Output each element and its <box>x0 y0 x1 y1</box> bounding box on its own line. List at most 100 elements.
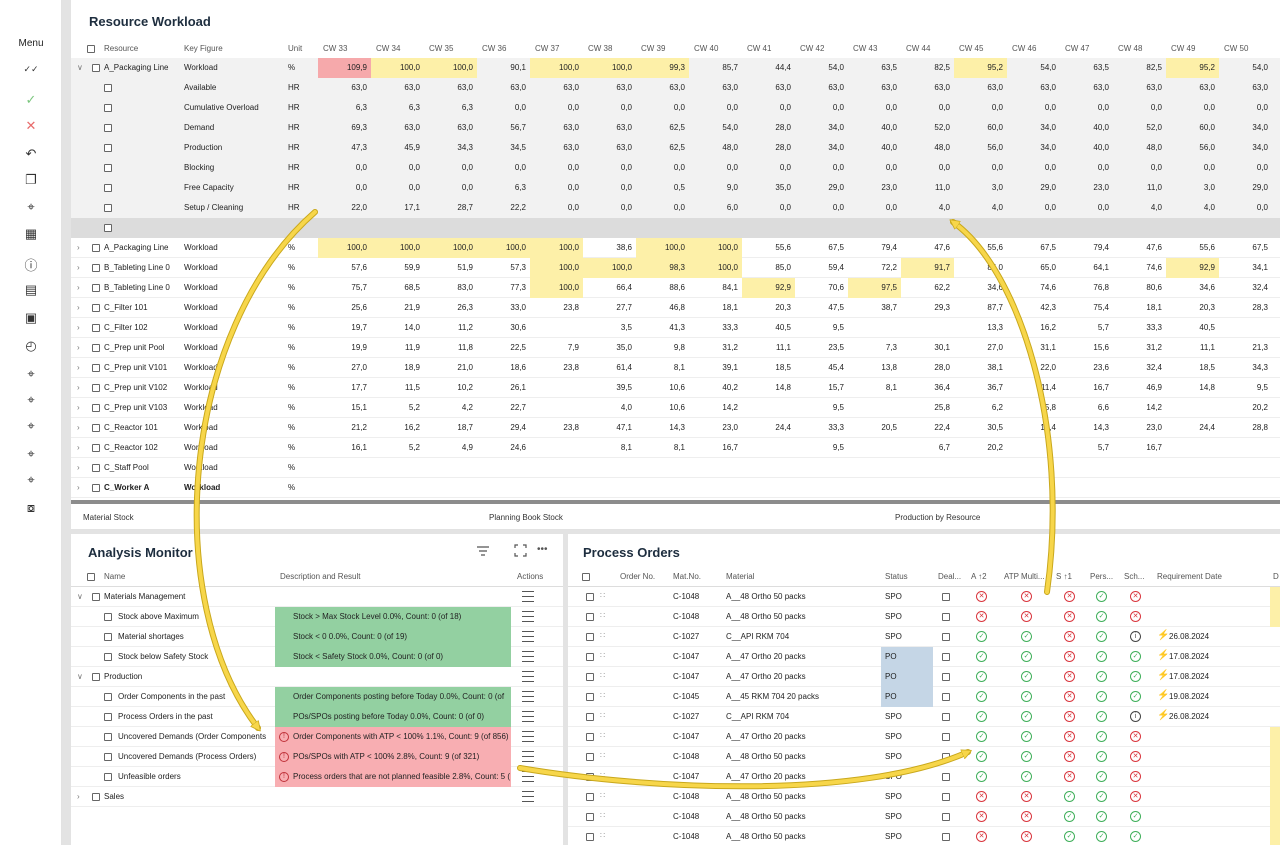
value-cell[interactable]: 63,0 <box>563 83 579 92</box>
value-cell[interactable]: 80,6 <box>1146 283 1162 292</box>
value-cell[interactable]: 4,9 <box>461 443 473 452</box>
value-cell[interactable]: 7,9 <box>567 343 579 352</box>
value-cell[interactable]: 46,8 <box>669 303 685 312</box>
value-cell[interactable]: 76,8 <box>1093 283 1109 292</box>
value-cell[interactable]: 40,0 <box>881 143 897 152</box>
value-cell[interactable]: 23,0 <box>1146 423 1162 432</box>
actions-menu-icon[interactable] <box>522 591 534 602</box>
value-cell[interactable]: 63,0 <box>1093 83 1109 92</box>
value-cell[interactable]: 24,6 <box>510 443 526 452</box>
value-cell[interactable]: 62,2 <box>934 283 950 292</box>
value-cell[interactable]: 6,3 <box>461 103 473 112</box>
value-cell[interactable]: 14,2 <box>1146 403 1162 412</box>
expand-chevron-icon[interactable]: › <box>77 463 80 472</box>
analysis-row[interactable]: › Sales <box>71 787 563 807</box>
analysis-row[interactable]: Order Components in the past Order Compon… <box>71 687 563 707</box>
drag-handle-icon[interactable]: ∷ <box>600 671 606 680</box>
value-cell[interactable]: 22,5 <box>510 343 526 352</box>
value-cell[interactable]: 18,6 <box>510 363 526 372</box>
value-cell[interactable]: 63,0 <box>722 83 738 92</box>
select-all-checkbox[interactable] <box>582 573 590 581</box>
value-cell[interactable]: 23,0 <box>881 183 897 192</box>
row-checkbox[interactable] <box>92 384 100 392</box>
value-cell[interactable]: 74,6 <box>1146 263 1162 272</box>
value-cell[interactable]: 23,6 <box>1093 363 1109 372</box>
row-checkbox[interactable] <box>586 813 594 821</box>
value-cell[interactable]: 28,3 <box>1252 303 1268 312</box>
value-cell[interactable]: 70,6 <box>828 283 844 292</box>
more-options-icon[interactable]: ••• <box>537 544 548 555</box>
value-cell[interactable]: 79,4 <box>1093 243 1109 252</box>
row-checkbox[interactable] <box>586 733 594 741</box>
value-cell[interactable]: 97,5 <box>848 278 901 298</box>
value-cell[interactable]: 54,0 <box>828 63 844 72</box>
value-cell[interactable]: 85,7 <box>722 63 738 72</box>
value-cell[interactable]: 75,4 <box>1093 303 1109 312</box>
value-cell[interactable]: 59,9 <box>404 263 420 272</box>
expand-chevron-icon[interactable]: › <box>77 283 80 292</box>
value-cell[interactable]: 92,9 <box>1166 258 1219 278</box>
target-add-icon[interactable]: ⌖ <box>27 392 35 407</box>
value-cell[interactable]: 22,4 <box>934 423 950 432</box>
value-cell[interactable]: 20,2 <box>987 443 1003 452</box>
group-chevron-icon[interactable]: ∨ <box>77 672 83 681</box>
calendar-icon[interactable]: ▦ <box>24 226 38 241</box>
value-cell[interactable]: 0,0 <box>832 203 844 212</box>
value-cell[interactable]: 6,2 <box>991 403 1003 412</box>
row-checkbox[interactable] <box>92 304 100 312</box>
value-cell[interactable]: 63,0 <box>351 83 367 92</box>
row-checkbox[interactable] <box>104 144 112 152</box>
value-cell[interactable]: 29,0 <box>1040 183 1056 192</box>
value-cell[interactable]: 0,0 <box>726 163 738 172</box>
value-cell[interactable]: 47,5 <box>828 303 844 312</box>
value-cell[interactable]: 14,2 <box>722 403 738 412</box>
row-checkbox[interactable] <box>92 404 100 412</box>
value-cell[interactable]: 23,5 <box>828 343 844 352</box>
value-cell[interactable]: 47,6 <box>934 243 950 252</box>
value-cell[interactable]: 39,5 <box>616 383 632 392</box>
value-cell[interactable]: 61,4 <box>616 363 632 372</box>
value-cell[interactable]: 63,0 <box>669 83 685 92</box>
value-cell[interactable]: 3,0 <box>1203 183 1215 192</box>
drag-handle-icon[interactable]: ∷ <box>600 691 606 700</box>
value-cell[interactable]: 9,5 <box>1256 383 1268 392</box>
value-cell[interactable]: 91,7 <box>901 258 954 278</box>
select-all-checkbox[interactable] <box>87 45 95 53</box>
value-cell[interactable]: 63,0 <box>457 123 473 132</box>
value-cell[interactable]: 82,5 <box>934 63 950 72</box>
value-cell[interactable]: 33,3 <box>1146 323 1162 332</box>
value-cell[interactable]: 48,0 <box>722 143 738 152</box>
value-cell[interactable]: 69,3 <box>351 123 367 132</box>
group-chevron-icon[interactable]: ∨ <box>77 592 83 601</box>
row-checkbox[interactable] <box>104 124 112 132</box>
value-cell[interactable]: 63,0 <box>1252 83 1268 92</box>
value-cell[interactable]: 100,0 <box>371 58 424 78</box>
value-cell[interactable]: 0,0 <box>885 103 897 112</box>
value-cell[interactable]: 40,2 <box>722 383 738 392</box>
row-checkbox[interactable] <box>586 633 594 641</box>
deal-checkbox[interactable] <box>942 693 950 701</box>
expand-chevron-icon[interactable]: › <box>77 303 80 312</box>
value-cell[interactable]: 6,0 <box>726 203 738 212</box>
value-cell[interactable]: 31,2 <box>722 343 738 352</box>
value-cell[interactable]: 54,0 <box>1252 63 1268 72</box>
value-cell[interactable]: 34,0 <box>1040 123 1056 132</box>
value-cell[interactable]: 18,1 <box>722 303 738 312</box>
close-icon[interactable]: ✕ <box>25 118 37 133</box>
value-cell[interactable] <box>901 318 954 338</box>
value-cell[interactable]: 9,5 <box>832 443 844 452</box>
value-cell[interactable]: 63,0 <box>616 123 632 132</box>
value-cell[interactable]: 15,1 <box>351 403 367 412</box>
row-checkbox[interactable] <box>586 713 594 721</box>
value-cell[interactable]: 34,3 <box>457 143 473 152</box>
row-checkbox[interactable] <box>92 344 100 352</box>
value-cell[interactable]: 0,0 <box>1256 103 1268 112</box>
value-cell[interactable]: 26,3 <box>457 303 473 312</box>
drag-handle-icon[interactable]: ∷ <box>600 651 606 660</box>
value-cell[interactable]: 29,3 <box>934 303 950 312</box>
row-checkbox[interactable] <box>104 184 112 192</box>
value-cell[interactable]: 0,0 <box>355 163 367 172</box>
value-cell[interactable]: 33,0 <box>510 303 526 312</box>
value-cell[interactable]: 17,1 <box>404 203 420 212</box>
value-cell[interactable]: 52,0 <box>1146 123 1162 132</box>
